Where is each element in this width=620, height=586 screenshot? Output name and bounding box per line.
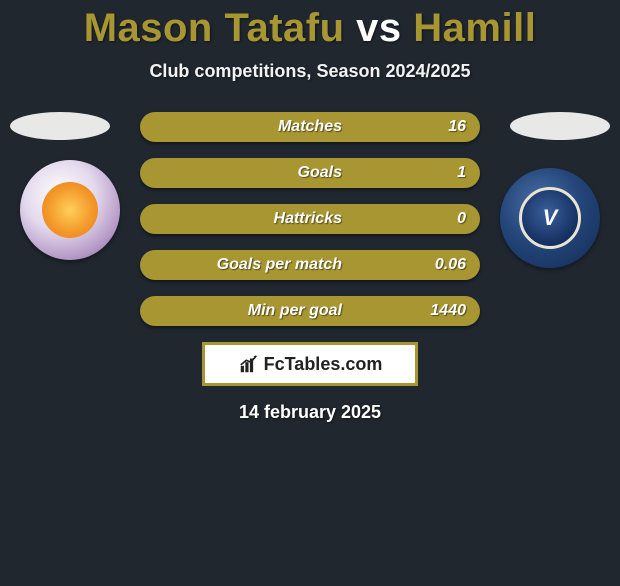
comparison-content: V Matches 16 Goals 1 Hattricks 0 Goals p… bbox=[0, 112, 620, 423]
stat-value: 1 bbox=[457, 158, 466, 188]
stat-label: Goals per match bbox=[140, 250, 420, 280]
stat-bar-gpm: Goals per match 0.06 bbox=[140, 250, 480, 280]
stat-value: 0.06 bbox=[435, 250, 466, 280]
sun-icon bbox=[42, 182, 98, 238]
melbourne-victory-icon: V bbox=[500, 168, 600, 268]
title-player1: Mason Tatafu bbox=[84, 6, 345, 50]
stat-bar-hattricks: Hattricks 0 bbox=[140, 204, 480, 234]
stat-label: Goals bbox=[140, 158, 420, 188]
player-right-head-ellipse bbox=[510, 112, 610, 140]
player-left-head-ellipse bbox=[10, 112, 110, 140]
stat-value: 1440 bbox=[430, 296, 466, 326]
brand-box[interactable]: FcTables.com bbox=[202, 342, 418, 386]
page-title: Mason Tatafu vs Hamill bbox=[0, 6, 620, 51]
date-text: 14 february 2025 bbox=[0, 402, 620, 423]
title-player2: Hamill bbox=[413, 6, 536, 50]
title-vs: vs bbox=[356, 6, 402, 50]
stat-value: 0 bbox=[457, 204, 466, 234]
chart-icon bbox=[238, 353, 260, 375]
stat-bar-matches: Matches 16 bbox=[140, 112, 480, 142]
stat-value: 16 bbox=[448, 112, 466, 142]
victory-v-icon: V bbox=[519, 187, 581, 249]
perth-glory-icon bbox=[20, 160, 120, 260]
stat-bar-goals: Goals 1 bbox=[140, 158, 480, 188]
brand-text: FcTables.com bbox=[264, 354, 383, 375]
stat-bar-mpg: Min per goal 1440 bbox=[140, 296, 480, 326]
stat-label: Matches bbox=[140, 112, 420, 142]
stat-label: Hattricks bbox=[140, 204, 420, 234]
subtitle: Club competitions, Season 2024/2025 bbox=[0, 61, 620, 82]
stat-label: Min per goal bbox=[140, 296, 420, 326]
stat-bars: Matches 16 Goals 1 Hattricks 0 Goals per… bbox=[140, 112, 480, 326]
